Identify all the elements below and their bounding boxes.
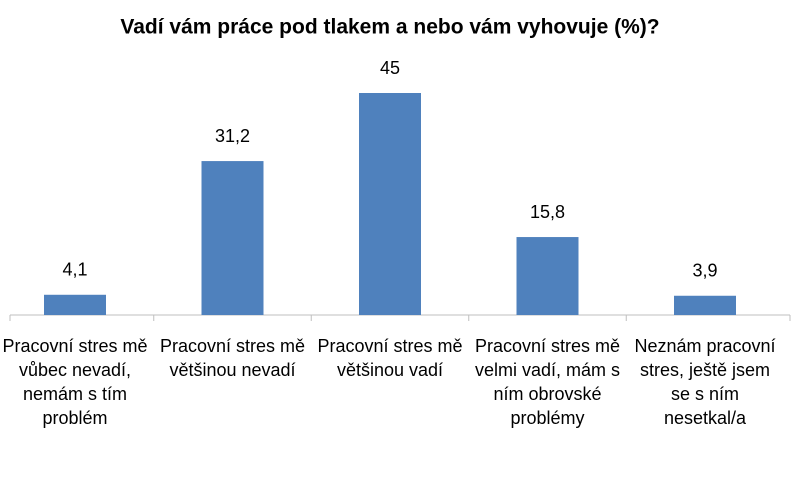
x-tick-label: Pracovní stres mě velmi vadí, mám s ním … — [474, 336, 621, 428]
data-label: 4,1 — [62, 260, 87, 280]
data-label: 31,2 — [215, 126, 250, 146]
x-tick-label: Neznám pracovní stres, ještě jsem se s n… — [634, 336, 776, 428]
data-label: 3,9 — [692, 261, 717, 281]
bar — [359, 93, 421, 315]
x-tick-label: Pracovní stres mě většinou nevadí — [159, 336, 306, 380]
bar — [201, 161, 264, 315]
x-tick-label: Pracovní stres mě vůbec nevadí, nemám s … — [2, 336, 148, 428]
bar — [516, 237, 579, 315]
data-label: 15,8 — [530, 202, 565, 222]
data-label: 45 — [380, 58, 400, 78]
x-tick-label: Pracovní stres mě většinou vadí — [317, 336, 463, 380]
bar — [674, 295, 736, 315]
bar — [44, 294, 106, 315]
chart-title: Vadí vám práce pod tlakem a nebo vám vyh… — [120, 16, 659, 39]
